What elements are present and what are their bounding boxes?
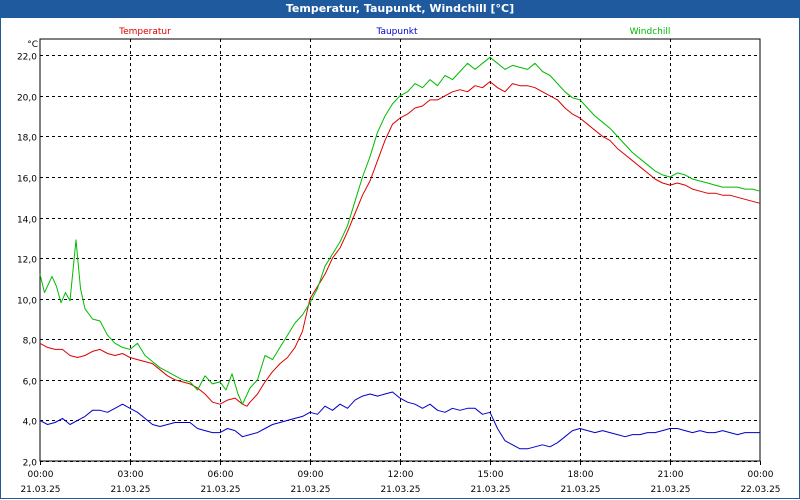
x-tick-date: 21.03.25 <box>290 485 330 495</box>
x-tick-time: 09:00 <box>298 470 324 480</box>
x-tick-time: 06:00 <box>208 470 234 480</box>
y-tick-label: 12,0 <box>17 256 37 266</box>
legend-label-temperatur: Temperatur <box>118 27 171 37</box>
y-unit-label: °C <box>27 40 38 50</box>
legend-label-windchill: Windchill <box>630 27 671 37</box>
y-tick-label: 22,0 <box>17 53 37 63</box>
x-tick-time: 21:00 <box>658 470 684 480</box>
x-tick-time: 15:00 <box>478 470 504 480</box>
x-tick-date: 21.03.25 <box>470 485 510 495</box>
y-tick-label: 16,0 <box>17 175 37 185</box>
x-tick-date: 21.03.25 <box>110 485 150 495</box>
line-chart: 2,0 4,0 6,0 8,0 10,0 12,0 14,0 16,0 18,0 20,0 22,0… <box>17 27 781 495</box>
series-line-windchill <box>39 56 761 405</box>
y-tick-label: 20,0 <box>17 94 37 104</box>
x-tick-time: 00:00 <box>748 470 774 480</box>
x-tick-date: 21.03.25 <box>650 485 690 495</box>
title-bar: Temperatur, Taupunkt, Windchill [°C] <box>0 0 800 18</box>
x-tick-time: 18:00 <box>568 470 594 480</box>
series-line-taupunkt <box>39 391 760 450</box>
x-tick-date: 21.03.25 <box>200 485 240 495</box>
x-tick-time: 03:00 <box>118 470 144 480</box>
x-tick-date: 21.03.25 <box>380 485 420 495</box>
x-tick-time: 00:00 <box>28 470 54 480</box>
x-tick-time: 12:00 <box>388 470 414 480</box>
x-tick-date: 21.03.25 <box>560 485 600 495</box>
y-tick-label: 10,0 <box>17 297 37 307</box>
y-tick-label: 8,0 <box>23 337 38 347</box>
window-title: Temperatur, Taupunkt, Windchill [°C] <box>285 2 515 15</box>
x-tick-date: 21.03.25 <box>20 485 60 495</box>
series-line-temperatur <box>39 81 761 407</box>
y-tick-label: 2,0 <box>23 459 38 469</box>
y-tick-label: 6,0 <box>23 378 38 388</box>
x-tick-date: 22.03.25 <box>740 485 780 495</box>
legend-label-taupunkt: Taupunkt <box>375 27 418 37</box>
y-tick-label: 4,0 <box>23 418 38 428</box>
y-tick-label: 18,0 <box>17 134 37 144</box>
y-tick-label: 14,0 <box>17 216 37 226</box>
